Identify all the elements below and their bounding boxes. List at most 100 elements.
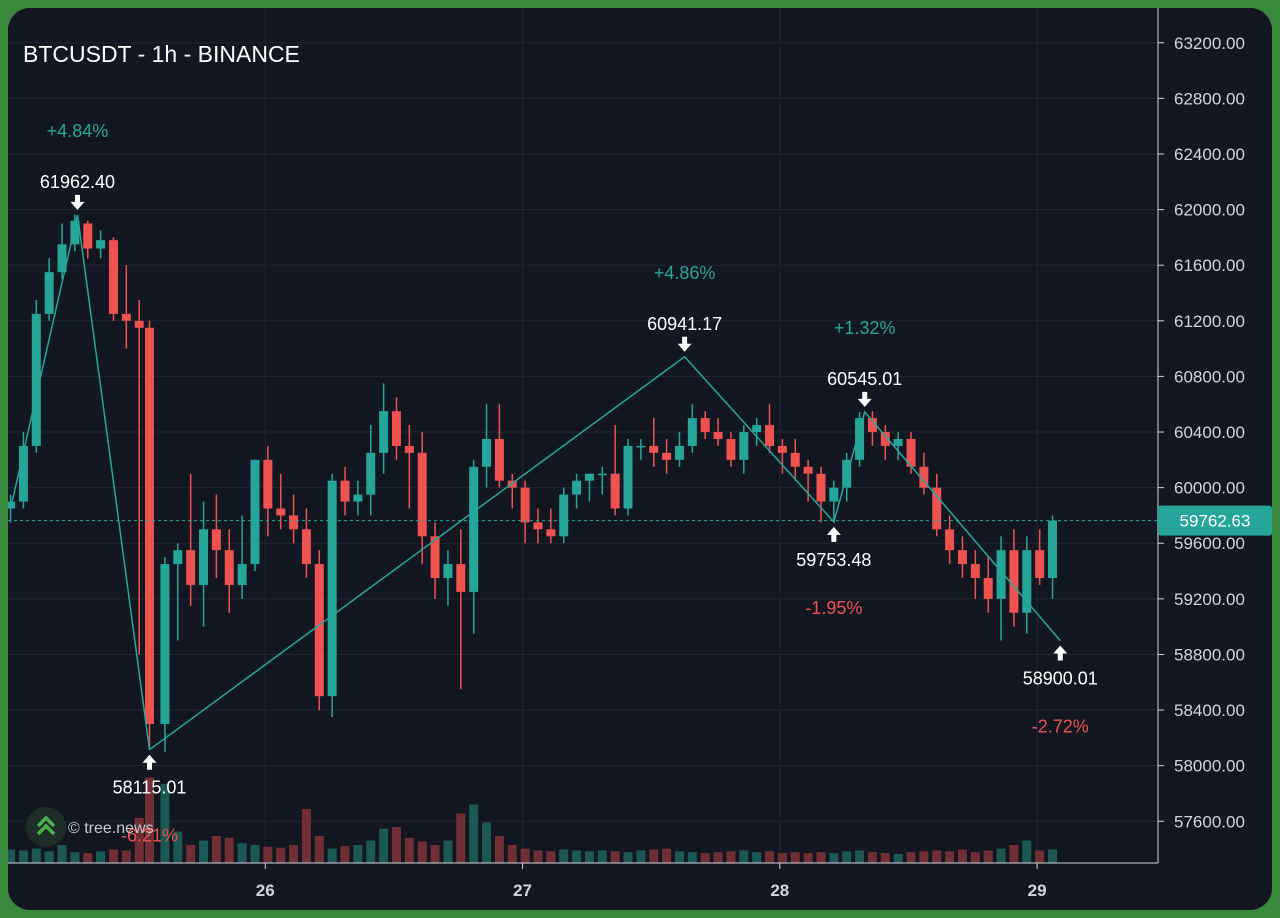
volume-bar	[18, 850, 28, 863]
candle-body	[649, 445, 659, 453]
price-axis[interactable]: 63200.00 62800.00 62400.00 62000.00 61600.00…	[1158, 34, 1245, 832]
last-price-badge-bg	[1158, 505, 1272, 536]
extreme-percent-label: +4.86%	[654, 263, 716, 283]
price-chart[interactable]: 61962.40 +4.84% 58115.01 -6.21% 60941.17 +4.8…	[8, 8, 1272, 910]
candle-body	[584, 473, 594, 481]
volume-bar	[829, 853, 839, 863]
candle-body	[1022, 550, 1032, 613]
candle-body	[276, 508, 286, 516]
candle-body	[57, 244, 67, 273]
price-tick-label: 59600.00	[1174, 534, 1245, 553]
price-tick-label: 62400.00	[1174, 145, 1245, 164]
volume-bar	[777, 853, 787, 863]
candle-body	[777, 445, 787, 453]
volume-bar	[932, 850, 942, 863]
volume-bar	[237, 843, 247, 863]
volume-bar	[842, 851, 852, 863]
volume-bar	[1048, 849, 1058, 863]
volume-bar	[482, 822, 492, 863]
time-tick-label: 27	[513, 881, 532, 900]
candle-body	[919, 466, 929, 488]
volume-bar	[1035, 850, 1045, 863]
volume-bar	[340, 845, 350, 863]
candle-body	[983, 578, 993, 599]
volume-bar	[199, 840, 209, 863]
volume-bar	[1009, 845, 1019, 863]
price-tick-label: 59200.00	[1174, 590, 1245, 609]
arrow-up-icon	[142, 754, 157, 770]
candle-body	[121, 313, 131, 321]
grid-lines	[8, 8, 1158, 863]
volume-bar	[623, 852, 633, 863]
volume-bar	[546, 851, 556, 863]
volume-bar	[996, 848, 1006, 863]
volume-bar	[327, 848, 337, 863]
extreme-marker: 58115.01 -6.21%	[113, 754, 187, 846]
candle-body	[237, 564, 247, 585]
candle-body	[327, 480, 337, 697]
time-tick-label: 26	[256, 881, 275, 900]
volume-bar	[674, 851, 684, 863]
candle-body	[379, 411, 389, 453]
price-tick-label: 58000.00	[1174, 757, 1245, 776]
volume-bar	[31, 848, 41, 863]
candle-body	[96, 240, 106, 249]
volume-bar	[160, 783, 170, 863]
volume-bar	[662, 848, 672, 863]
time-tick-label: 29	[1028, 881, 1047, 900]
candle-body	[713, 432, 723, 439]
extreme-price-label: 60941.17	[647, 314, 722, 334]
candle-body	[700, 418, 710, 433]
extreme-marker: 59753.48 -1.95%	[796, 526, 871, 618]
candle-body	[456, 564, 466, 592]
candle-body	[945, 529, 955, 551]
volume-bar	[494, 836, 504, 863]
candle-body	[970, 564, 980, 578]
candle-body	[546, 529, 556, 537]
arrow-down-icon	[70, 194, 85, 210]
candle-body	[752, 425, 762, 433]
candle-body	[533, 522, 543, 530]
time-axis[interactable]: 26 27 28 29	[256, 863, 1047, 900]
volume-bar	[211, 836, 221, 863]
candle-body	[301, 529, 311, 565]
candle-body	[199, 529, 209, 585]
candle-body	[957, 550, 967, 565]
candle-body	[906, 438, 916, 467]
volume-bar	[186, 845, 196, 863]
candle-body	[83, 223, 93, 249]
volume-bar	[572, 850, 582, 863]
candle-body	[893, 438, 903, 446]
candle-body	[340, 480, 350, 502]
extreme-price-label: 60545.01	[827, 369, 902, 389]
volume-bar	[945, 851, 955, 863]
arrow-down-icon	[857, 391, 872, 407]
watermark-text: © tree.news	[68, 820, 154, 837]
volume-bar	[314, 836, 324, 863]
candle-body	[144, 327, 154, 724]
volume-bar	[224, 837, 234, 863]
volume-bar	[44, 851, 54, 863]
volume-bar	[970, 852, 980, 863]
price-tick-label: 62800.00	[1174, 89, 1245, 108]
extreme-price-label: 61962.40	[40, 172, 115, 192]
candle-body	[1048, 520, 1058, 578]
price-tick-label: 58400.00	[1174, 701, 1245, 720]
volume-bar	[597, 850, 607, 863]
extreme-price-label: 59753.48	[796, 550, 871, 570]
candle-body	[494, 438, 504, 481]
chart-background	[8, 8, 1272, 910]
candle-body	[803, 466, 813, 474]
volume-bar	[893, 854, 903, 863]
extreme-price-label: 58115.01	[113, 778, 187, 798]
volume-bar	[867, 852, 877, 863]
volume-bar	[726, 851, 736, 863]
volume-bar	[649, 849, 659, 863]
volume-bar	[957, 849, 967, 863]
volume-bar	[855, 850, 865, 863]
volume-bar	[96, 851, 106, 863]
candle-body	[289, 515, 299, 530]
volume-bar	[983, 850, 993, 863]
arrow-up-icon	[826, 526, 841, 542]
volume-bar	[469, 804, 479, 863]
